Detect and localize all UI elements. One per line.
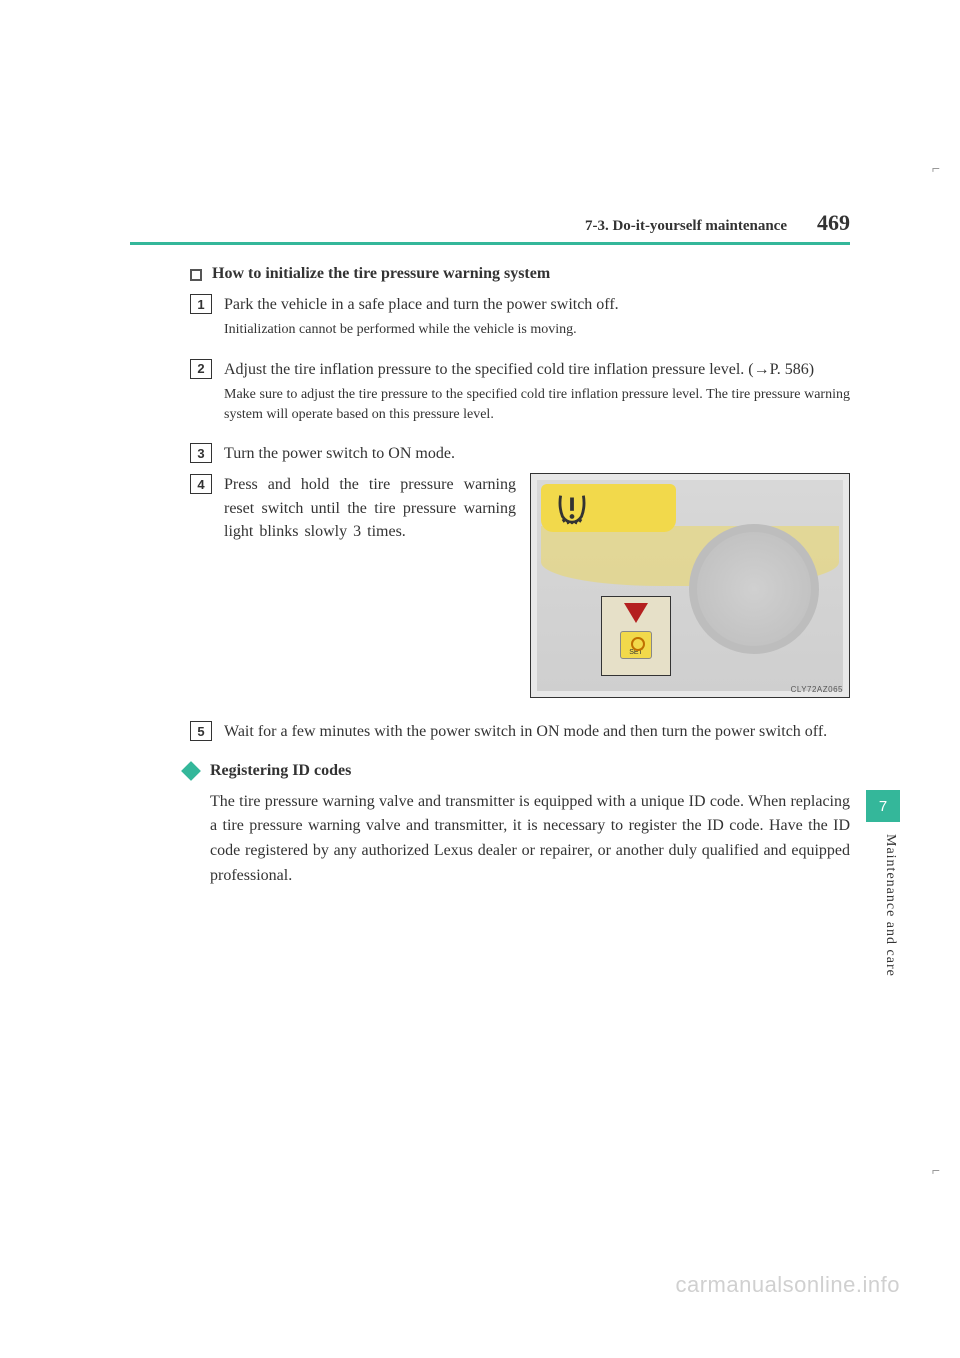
chapter-label: Maintenance and care: [882, 834, 898, 977]
step-2-body: Adjust the tire inflation pressure to th…: [224, 358, 850, 434]
step-number-1: 1: [190, 294, 212, 314]
step-4-row: Press and hold the tire pressure warning…: [224, 473, 850, 698]
page-number: 469: [817, 210, 850, 236]
step-4: 4 Press and hold the tire pressure warni…: [190, 473, 850, 712]
section-label: 7-3. Do-it-yourself maintenance: [585, 218, 787, 235]
step-2-text-b: P. 586): [770, 361, 814, 378]
step-1-note: Initialization cannot be performed while…: [224, 320, 850, 340]
chapter-number: 7: [879, 798, 887, 815]
subhead-registering-title: Registering ID codes: [210, 762, 351, 780]
step-3-text: Turn the power switch to ON mode.: [224, 442, 850, 465]
step-number-3: 3: [190, 443, 212, 463]
figure-steering-wheel: [689, 524, 819, 654]
diamond-bullet-icon: [181, 761, 201, 781]
tpms-warning-icon: [553, 488, 591, 526]
figure-code: CLY72AZ065: [791, 685, 843, 694]
crop-mark-top: ⌐: [932, 160, 940, 176]
step-number-5: 5: [190, 721, 212, 741]
step-4-text: Press and hold the tire pressure warning…: [224, 473, 516, 698]
step-5-text: Wait for a few minutes with the power sw…: [224, 720, 850, 743]
chapter-tab: 7: [866, 790, 900, 822]
page-body: 7-3. Do-it-yourself maintenance 469 How …: [130, 210, 850, 889]
step-number-4: 4: [190, 474, 212, 494]
step-2-text: Adjust the tire inflation pressure to th…: [224, 358, 850, 381]
figure-inset-panel: SET: [601, 596, 671, 676]
step-number-2: 2: [190, 359, 212, 379]
figure-instrument-cluster: [541, 484, 676, 532]
step-3: 3 Turn the power switch to ON mode.: [190, 442, 850, 465]
subhead-registering: Registering ID codes: [184, 762, 850, 780]
subhead-initialize-title: How to initialize the tire pressure warn…: [212, 265, 550, 283]
square-bullet-icon: [190, 269, 202, 281]
tpms-set-button: SET: [620, 631, 652, 659]
watermark-text: carmanualsonline.info: [675, 1272, 900, 1298]
crop-mark-bottom: ⌐: [932, 1162, 940, 1178]
page-header: 7-3. Do-it-yourself maintenance 469: [130, 210, 850, 245]
content-area: How to initialize the tire pressure warn…: [130, 265, 850, 889]
red-triangle-icon: [624, 603, 648, 623]
step-1-text: Park the vehicle in a safe place and tur…: [224, 293, 850, 316]
dashboard-figure: SET CLY72AZ065: [530, 473, 850, 698]
step-2: 2 Adjust the tire inflation pressure to …: [190, 358, 850, 434]
step-2-text-a: Adjust the tire inflation pressure to th…: [224, 361, 754, 378]
step-5: 5 Wait for a few minutes with the power …: [190, 720, 850, 743]
registering-body: The tire pressure warning valve and tran…: [210, 790, 850, 889]
step-1-body: Park the vehicle in a safe place and tur…: [224, 293, 850, 350]
subhead-initialize: How to initialize the tire pressure warn…: [190, 265, 850, 283]
step-2-note: Make sure to adjust the tire pressure to…: [224, 385, 850, 424]
set-label: SET: [629, 649, 643, 656]
step-1: 1 Park the vehicle in a safe place and t…: [190, 293, 850, 350]
arrow-icon: →: [754, 361, 770, 378]
